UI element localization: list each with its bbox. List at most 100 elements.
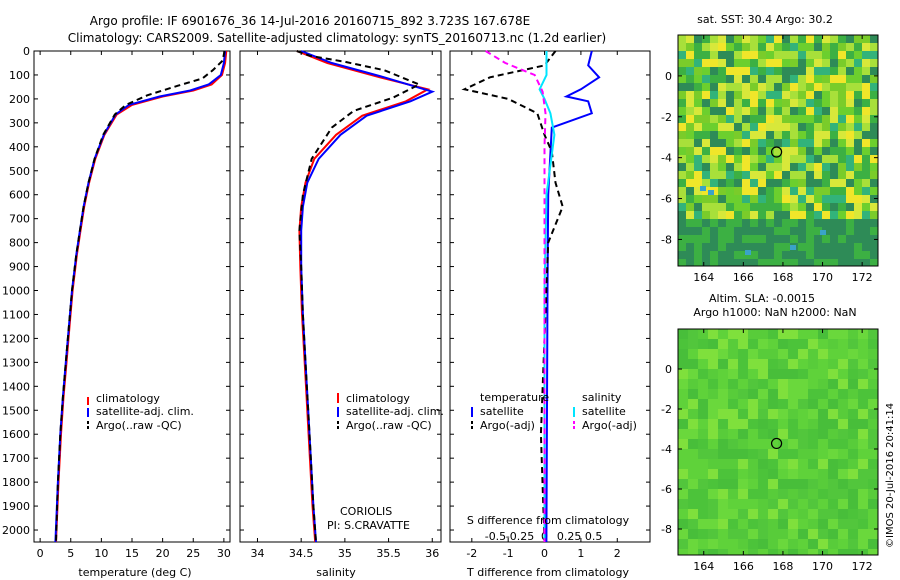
map-cell <box>868 409 878 419</box>
map-cell <box>766 123 774 131</box>
map-cell <box>818 329 828 339</box>
map-cell <box>708 509 718 519</box>
map-cell <box>728 509 738 519</box>
map-cell <box>710 99 718 107</box>
map-cell <box>798 251 806 259</box>
map-cell <box>798 449 808 459</box>
map-cell <box>766 115 774 123</box>
map-cell <box>808 489 818 499</box>
map-cell <box>822 67 830 75</box>
map-cell <box>788 429 798 439</box>
map-cell <box>838 163 846 171</box>
map-cell <box>838 187 846 195</box>
map-cell <box>828 479 838 489</box>
map-cell <box>868 549 878 555</box>
map-cell <box>806 155 814 163</box>
map-cell <box>688 349 698 359</box>
y-tick-label: -4 <box>661 443 672 456</box>
map-cell <box>766 83 774 91</box>
map-cell <box>686 259 694 266</box>
map-cell <box>838 227 846 235</box>
map-cell <box>758 399 768 409</box>
map-cell <box>838 171 846 179</box>
map-cell <box>710 67 718 75</box>
map-cell <box>798 147 806 155</box>
map-cell <box>678 519 688 529</box>
map-cell <box>822 43 830 51</box>
map-cell <box>738 529 748 539</box>
map-cell <box>798 83 806 91</box>
map-cell <box>710 171 718 179</box>
map-cell <box>726 227 734 235</box>
map-cell <box>806 147 814 155</box>
map-cell <box>798 369 808 379</box>
map-cell <box>862 147 870 155</box>
map-cell <box>768 479 778 489</box>
map-cell <box>678 379 688 389</box>
map-cell <box>790 171 798 179</box>
map-cell <box>798 155 806 163</box>
map-cell <box>694 43 702 51</box>
map-cell <box>848 389 858 399</box>
map-cell <box>678 219 686 227</box>
map-cell <box>686 195 694 203</box>
map-cell <box>788 369 798 379</box>
map-cell <box>686 99 694 107</box>
map-cell <box>710 35 718 43</box>
x-tick-label: 34.5 <box>289 547 314 560</box>
map-cell <box>798 479 808 489</box>
map-cell <box>838 499 848 509</box>
map-cell <box>718 91 726 99</box>
map-cell <box>838 195 846 203</box>
map-cell <box>750 147 758 155</box>
map-cell <box>734 99 742 107</box>
map-cell <box>718 449 728 459</box>
map-cell <box>774 227 782 235</box>
map-cell <box>854 259 862 266</box>
map-cell <box>790 115 798 123</box>
map-cell <box>846 43 854 51</box>
map-cell <box>758 99 766 107</box>
map-cell <box>854 155 862 163</box>
map-cell <box>846 243 854 251</box>
map-cell <box>838 459 848 469</box>
map-cell <box>788 359 798 369</box>
map-cell <box>758 409 768 419</box>
map-cell <box>868 339 878 349</box>
map-cell <box>766 219 774 227</box>
map-cell <box>708 329 718 339</box>
map-cell <box>710 107 718 115</box>
map-cell <box>846 179 854 187</box>
map-cell <box>688 339 698 349</box>
map-cell <box>750 75 758 83</box>
map-cell <box>728 409 738 419</box>
map-cell <box>854 211 862 219</box>
map-cell <box>738 469 748 479</box>
map-cell <box>726 211 734 219</box>
map-cell <box>742 43 750 51</box>
map-cell <box>734 211 742 219</box>
map-cell <box>678 359 688 369</box>
map-cell <box>742 155 750 163</box>
map-cell <box>790 107 798 115</box>
map-cell <box>718 329 728 339</box>
map-cell <box>858 469 868 479</box>
map-cell <box>702 43 710 51</box>
map-cell <box>782 51 790 59</box>
watermark: ©IMOS 20-Jul-2016 20:41:14 <box>885 403 896 548</box>
map-cell <box>688 419 698 429</box>
x-tick-label: 2 <box>614 547 621 560</box>
y-tick-label: 1900 <box>2 500 30 513</box>
map-cell <box>694 203 702 211</box>
map-cell <box>766 203 774 211</box>
map-cell <box>838 43 846 51</box>
map-cell <box>678 251 686 259</box>
map-cell <box>830 251 838 259</box>
map-cell <box>782 179 790 187</box>
map-cell <box>766 187 774 195</box>
map-cell <box>686 227 694 235</box>
map-cell <box>718 439 728 449</box>
map-cell <box>818 449 828 459</box>
map-cell <box>774 203 782 211</box>
map-cell <box>686 203 694 211</box>
